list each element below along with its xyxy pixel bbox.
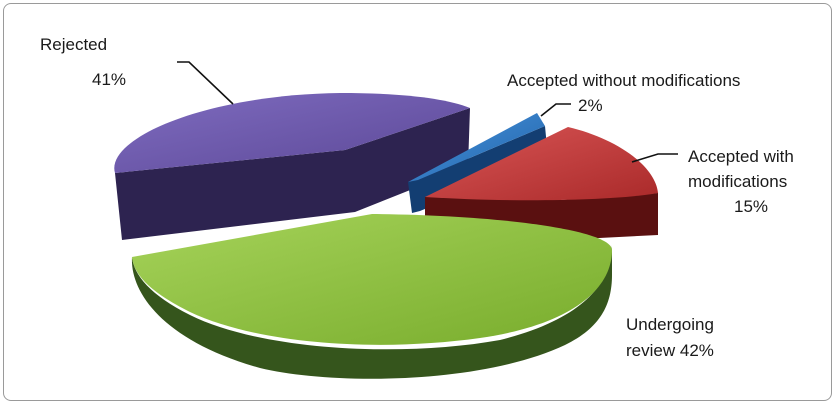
label-accepted-with-modifications-line1: Accepted with: [688, 147, 794, 166]
value-accepted-with-modifications: 15%: [734, 197, 768, 216]
slice-undergoing-side: [131, 245, 612, 379]
slice-accepted-with-top: [425, 127, 658, 201]
slice-rejected-side: [115, 108, 470, 240]
label-undergoing-review-line2: review 42%: [626, 341, 714, 360]
label-undergoing-review-line1: Undergoing: [626, 315, 714, 334]
value-undergoing-review: 42%: [680, 341, 714, 360]
slice-undergoing-top: [132, 214, 612, 345]
slice-accepted-without-top: [408, 113, 545, 182]
leader-line-accepted-without: [540, 103, 571, 117]
leader-line-rejected: [177, 61, 234, 105]
value-rejected: 41%: [92, 70, 126, 89]
leader-line-accepted-with: [631, 153, 678, 163]
slice-rejected-top: [114, 93, 470, 173]
label-accepted-with-modifications-line2: modifications: [688, 172, 787, 191]
label-rejected: Rejected: [40, 35, 107, 54]
slice-rejected: [114, 93, 470, 240]
label-accepted-without-modifications: Accepted without modifications: [507, 71, 740, 90]
slice-undergoing-review: [131, 214, 612, 379]
value-accepted-without-modifications: 2%: [578, 96, 603, 115]
